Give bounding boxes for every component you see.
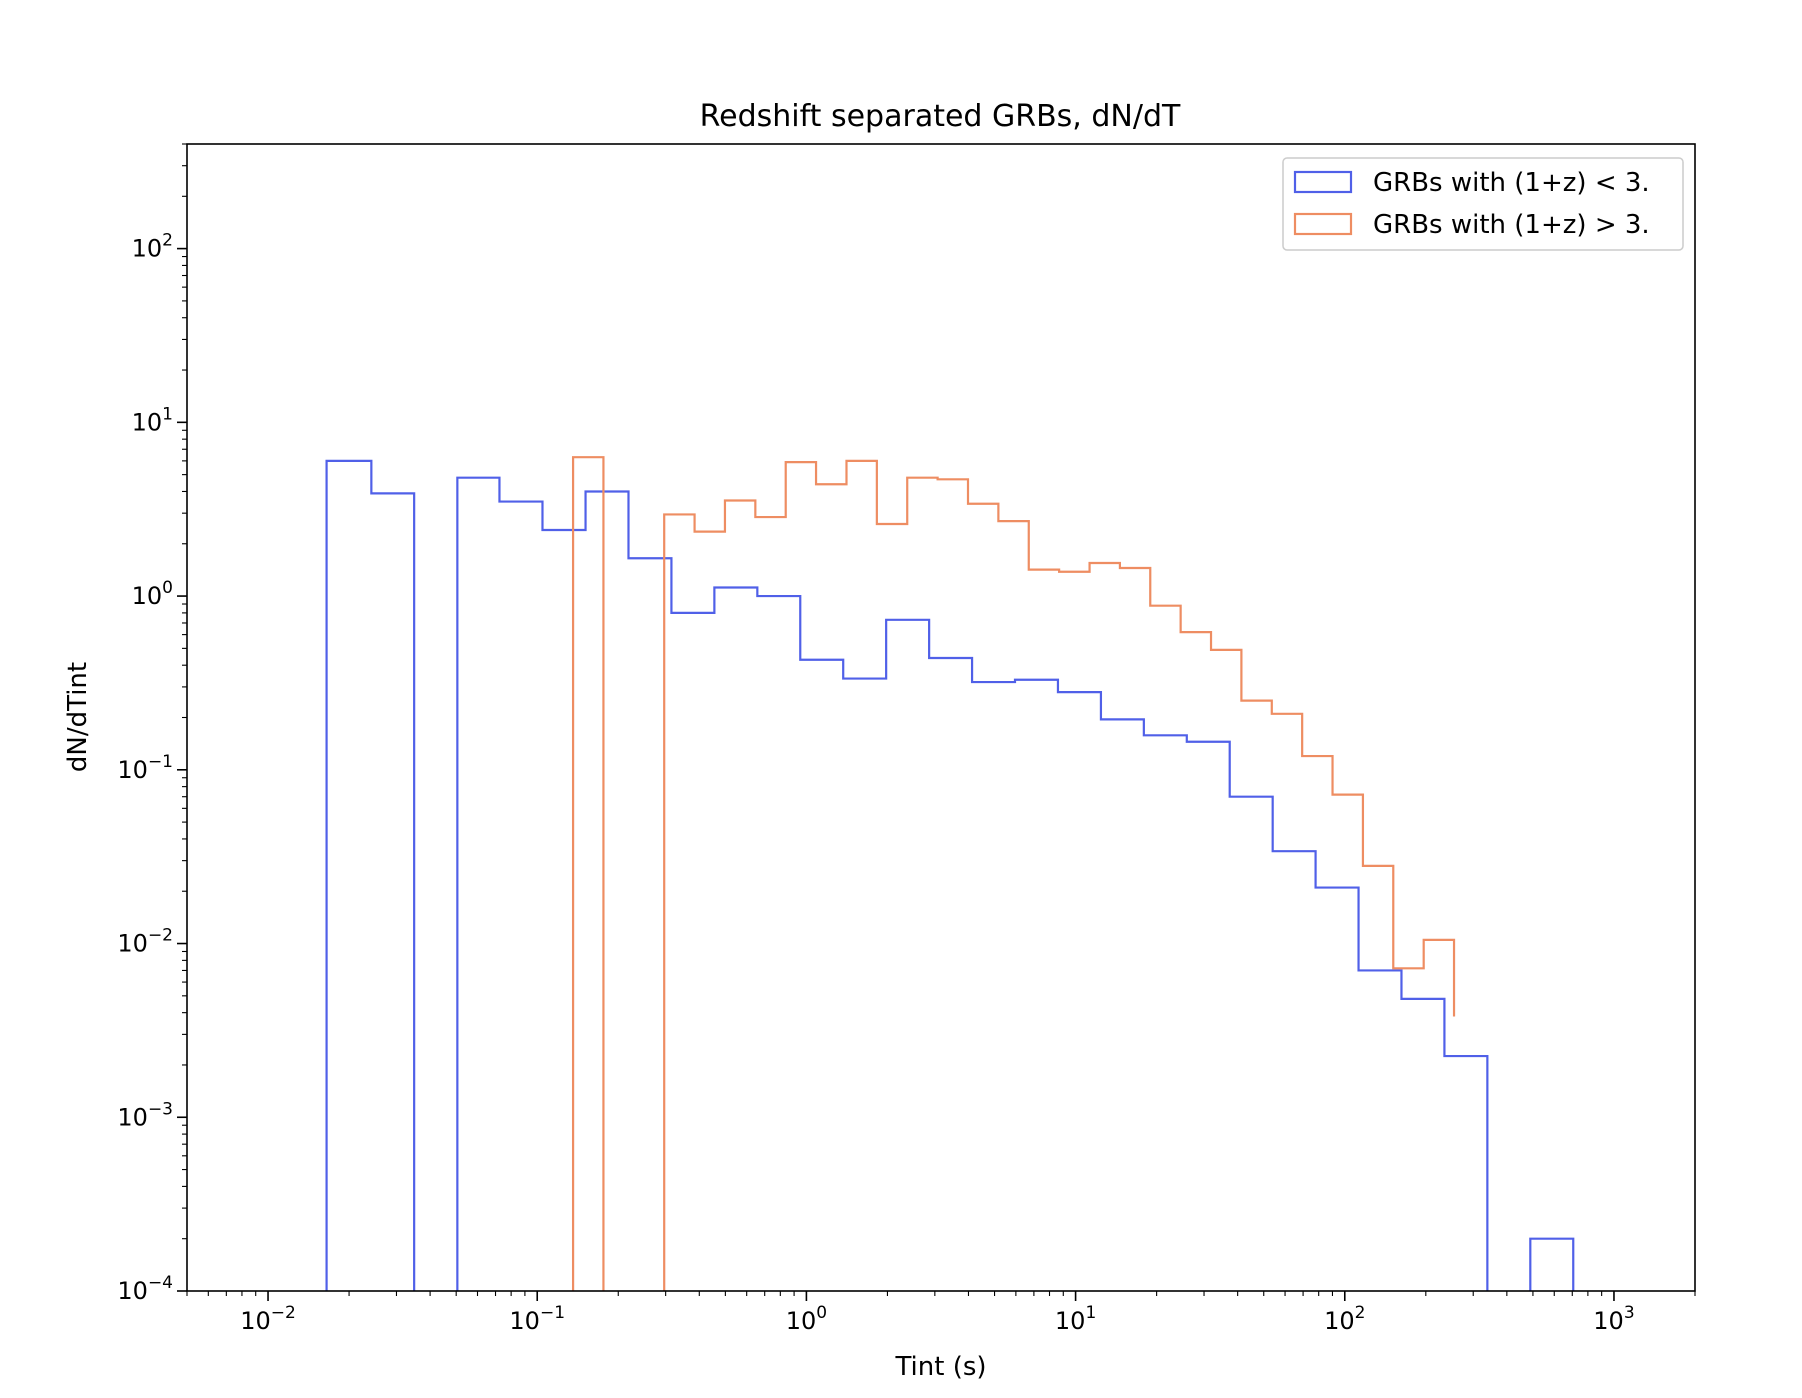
- y-tick-label: 102: [132, 231, 173, 263]
- x-axis: 10−2 10−1 100 101 102 103: [186, 1291, 1696, 1335]
- x-tick-label: 10−1: [509, 1303, 565, 1335]
- legend-label-low-z: GRBs with (1+z) < 3.: [1373, 168, 1650, 198]
- legend-swatch-high-z: [1293, 212, 1353, 236]
- series-line-0: [325, 459, 1575, 1291]
- y-tick-label: 10−3: [117, 1099, 173, 1131]
- legend: GRBs with (1+z) < 3. GRBs with (1+z) > 3…: [1282, 157, 1684, 251]
- x-tick-label: 103: [1593, 1303, 1634, 1335]
- y-axis-label: dN/dTint: [63, 662, 93, 772]
- y-tick-label: 10−4: [117, 1273, 173, 1305]
- y-tick-label: 101: [132, 404, 173, 436]
- y-axis: 10−4 10−3 10−2 10−1 100 101 102: [117, 143, 187, 1305]
- legend-label-high-z: GRBs with (1+z) > 3.: [1373, 210, 1650, 240]
- x-tick-label: 10−2: [240, 1303, 296, 1335]
- y-tick-label: 10−1: [117, 752, 173, 784]
- chart-title: Redshift separated GRBs, dN/dT: [700, 99, 1181, 134]
- y-tick-label: 10−2: [117, 926, 173, 958]
- x-axis-label: Tint (s): [894, 1352, 986, 1382]
- x-tick-label: 100: [786, 1303, 827, 1335]
- legend-box: [1282, 157, 1684, 251]
- y-tick-label: 100: [132, 578, 173, 610]
- legend-swatch-low-z: [1293, 170, 1353, 194]
- x-tick-label: 102: [1324, 1303, 1365, 1335]
- series-line-1: [571, 456, 1456, 1291]
- x-tick-label: 101: [1055, 1303, 1096, 1335]
- series-layer: [325, 456, 1575, 1291]
